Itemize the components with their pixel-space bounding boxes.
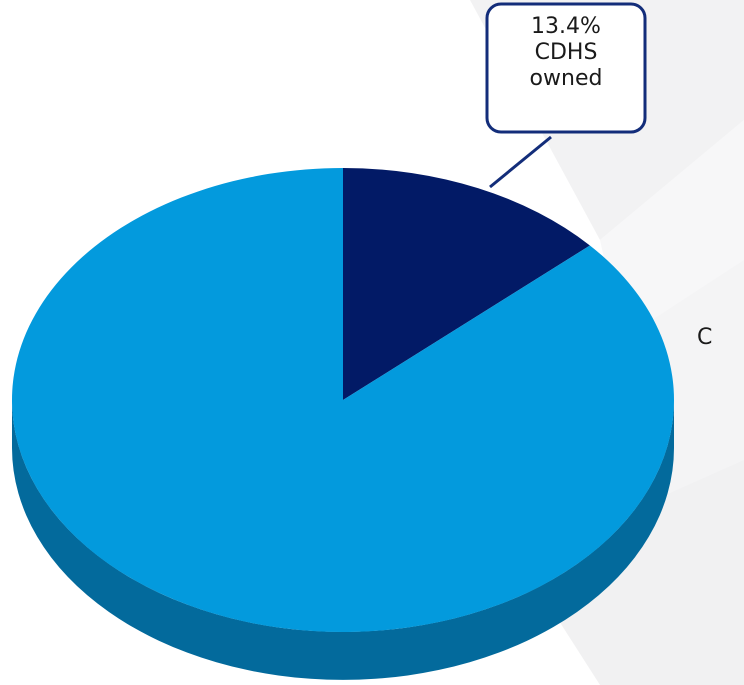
pie-side-wall: [12, 400, 674, 680]
callout-box: [485, 2, 647, 134]
pie-slice-0: [343, 168, 590, 400]
callout-name-line2: owned: [529, 66, 603, 91]
pie-slices: [11, 168, 674, 680]
callout-leader-line: [489, 135, 552, 189]
callout-name-line1: CDHS: [534, 40, 598, 65]
callout-label: 13.4% CDHS owned: [487, 14, 645, 92]
callout-percent: 13.4%: [531, 14, 601, 39]
pie-slice-1: [11, 168, 674, 632]
offscreen-slice-label: C: [697, 325, 713, 350]
